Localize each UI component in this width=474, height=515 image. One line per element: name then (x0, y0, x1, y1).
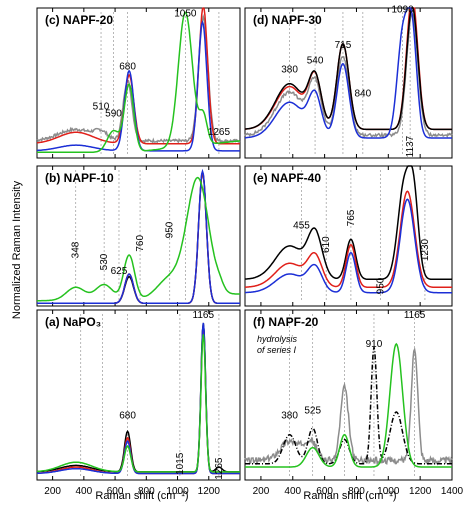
spectrum-blue-line (245, 198, 452, 294)
panel-e: (e) NAPF-40 455 610 765 950 1230 (244, 165, 453, 307)
peak-label: 525 (304, 406, 321, 417)
spectrum-red-line (245, 190, 452, 289)
panel-frame (36, 165, 241, 307)
peak-label: 950 (375, 277, 386, 294)
peak-label: 510 (93, 101, 110, 112)
peak-label: 530 (99, 253, 110, 270)
peak-label: 760 (135, 235, 146, 252)
x-tick-label: 600 (107, 486, 124, 497)
peak-label: 765 (346, 209, 357, 226)
panel-frame (36, 309, 241, 481)
peak-label: 910 (366, 339, 383, 350)
peak-label: 1137 (405, 135, 416, 157)
x-axis-label-left: Raman shift (cm⁻¹) (95, 490, 188, 502)
spectrum-black-line (244, 165, 452, 281)
peak-label: 680 (119, 410, 136, 421)
spectrum-black-line (244, 7, 452, 131)
x-tick-label: 800 (138, 486, 155, 497)
spectrum-green-line (37, 11, 240, 154)
spectrum-green-line (245, 342, 452, 468)
x-tick-label: 800 (348, 486, 365, 497)
x-tick-label: 400 (284, 486, 301, 497)
panel-frame (244, 7, 453, 159)
panel-title: (f) NAPF-20 (253, 315, 319, 329)
panel-frame (36, 7, 241, 159)
panel-subtitle: of series I (257, 345, 297, 355)
spectrum-gray-line (244, 346, 453, 466)
peak-label: 625 (111, 266, 128, 277)
peak-label: 380 (281, 64, 298, 75)
panel-title: (e) NAPF-40 (253, 171, 321, 185)
panel-d: (d) NAPF-30 1090 715 380 540 840 1137 (244, 4, 453, 159)
peak-label: 1165 (404, 310, 426, 321)
x-tick-label: 400 (76, 486, 93, 497)
peak-label: 348 (71, 241, 82, 258)
panel-f: 200 400 600 800 1000 1200 1400 (f) NAPF-20 hydro… (244, 309, 464, 497)
x-tick-label: 1000 (166, 486, 189, 497)
panel-frame (244, 165, 453, 307)
panel-subtitle: hydrolysis (257, 334, 298, 344)
peak-label: 540 (307, 56, 324, 67)
spectrum-green-line (36, 334, 240, 473)
spectrum-black-line (37, 322, 240, 473)
peak-label: 1050 (174, 9, 197, 20)
panel-title: (b) NAPF-10 (45, 171, 114, 185)
x-tick-label: 200 (44, 486, 61, 497)
spectrum-green-line (37, 176, 241, 302)
spectrum-blue-line (245, 7, 452, 139)
peak-label: 950 (165, 221, 176, 238)
peak-label: 1230 (420, 238, 431, 261)
peak-label: 1265 (214, 457, 225, 480)
spectrum-black-line (245, 346, 452, 465)
x-axis-label-right: Raman shift (cm⁻¹) (303, 490, 396, 502)
peak-label: 1165 (193, 310, 215, 321)
peak-label: 840 (354, 89, 371, 100)
panel-title: (d) NAPF-30 (253, 13, 322, 27)
spectrum-red-line (37, 327, 240, 475)
peak-label: 1015 (175, 452, 186, 475)
peak-label: 680 (119, 61, 136, 72)
x-tick-label: 1400 (441, 486, 464, 497)
x-tick-label: 1200 (198, 486, 221, 497)
panel-title: (c) NAPF-20 (45, 13, 113, 27)
y-axis-label: Normalized Raman Intensity (11, 180, 23, 319)
spectrum-blue-line (37, 168, 240, 305)
peak-label: 380 (281, 410, 298, 421)
spectrum-blue-line (37, 322, 240, 475)
peak-label: 1090 (392, 4, 415, 15)
panel-a: 200 400 600 800 1000 1200 (a) NaPO₃ 1165 680 1015… (36, 309, 241, 497)
peak-label: 715 (335, 40, 352, 51)
peak-label: 590 (105, 109, 122, 120)
x-tick-label: 1200 (409, 486, 432, 497)
peak-label: 610 (321, 236, 332, 253)
panel-title: (a) NaPO₃ (45, 315, 101, 329)
panel-frame (244, 309, 453, 481)
spectrum-red-line (36, 7, 240, 145)
peak-label: 455 (293, 221, 310, 232)
x-tick-label: 1000 (377, 486, 400, 497)
peak-label: 1265 (208, 127, 231, 138)
x-tick-label: 600 (316, 486, 333, 497)
x-tick-label: 200 (253, 486, 270, 497)
